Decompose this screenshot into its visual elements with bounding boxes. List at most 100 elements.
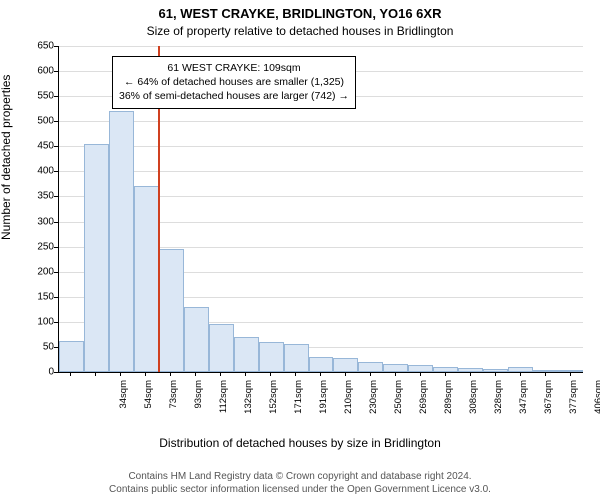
x-tick-mark	[195, 372, 196, 376]
chart-subtitle: Size of property relative to detached ho…	[0, 24, 600, 38]
x-tick-mark	[70, 372, 71, 376]
x-tick-label: 308sqm	[468, 380, 479, 430]
y-tick-mark	[54, 222, 58, 223]
histogram-bar	[284, 344, 309, 372]
annotation-line3: 36% of semi-detached houses are larger (…	[119, 89, 349, 103]
y-tick-mark	[54, 171, 58, 172]
x-tick-label: 152sqm	[268, 380, 279, 430]
footer-line1: Contains HM Land Registry data © Crown c…	[0, 470, 600, 483]
y-tick-mark	[54, 71, 58, 72]
x-tick-mark	[545, 372, 546, 376]
x-tick-mark	[320, 372, 321, 376]
histogram-bar	[558, 370, 583, 372]
x-tick-mark	[470, 372, 471, 376]
histogram-bar	[84, 144, 109, 372]
x-tick-label: 191sqm	[318, 380, 329, 430]
histogram-bar	[533, 370, 558, 373]
y-tick-label: 250	[14, 241, 54, 252]
chart-page: 61, WEST CRAYKE, BRIDLINGTON, YO16 6XR S…	[0, 0, 600, 500]
y-tick-mark	[54, 272, 58, 273]
x-tick-mark	[570, 372, 571, 376]
y-tick-label: 300	[14, 216, 54, 227]
x-tick-label: 73sqm	[168, 380, 179, 430]
x-tick-mark	[170, 372, 171, 376]
x-tick-mark	[395, 372, 396, 376]
x-tick-mark	[120, 372, 121, 376]
annotation-line1: 61 WEST CRAYKE: 109sqm	[119, 61, 349, 75]
x-tick-mark	[345, 372, 346, 376]
histogram-bar	[234, 337, 259, 372]
x-tick-label: 328sqm	[493, 380, 504, 430]
x-tick-mark	[145, 372, 146, 376]
histogram-bar	[309, 357, 334, 372]
footer: Contains HM Land Registry data © Crown c…	[0, 470, 600, 496]
y-tick-mark	[54, 322, 58, 323]
y-tick-label: 550	[14, 91, 54, 102]
x-tick-label: 112sqm	[218, 380, 229, 430]
y-tick-label: 200	[14, 266, 54, 277]
footer-line2: Contains public sector information licen…	[0, 483, 600, 496]
x-tick-label: 347sqm	[518, 380, 529, 430]
y-tick-label: 150	[14, 291, 54, 302]
x-tick-label: 289sqm	[443, 380, 454, 430]
x-tick-label: 171sqm	[293, 380, 304, 430]
y-tick-mark	[54, 46, 58, 47]
y-tick-mark	[54, 297, 58, 298]
x-tick-mark	[445, 372, 446, 376]
x-tick-label: 230sqm	[368, 380, 379, 430]
histogram-bar	[333, 358, 358, 372]
y-tick-label: 400	[14, 166, 54, 177]
histogram-bar	[259, 342, 284, 372]
chart-title: 61, WEST CRAYKE, BRIDLINGTON, YO16 6XR	[0, 6, 600, 21]
y-tick-mark	[54, 96, 58, 97]
x-tick-label: 367sqm	[543, 380, 554, 430]
annotation-box: 61 WEST CRAYKE: 109sqm ← 64% of detached…	[112, 56, 356, 109]
x-tick-mark	[420, 372, 421, 376]
y-tick-label: 450	[14, 141, 54, 152]
x-tick-label: 34sqm	[118, 380, 129, 430]
x-axis-label: Distribution of detached houses by size …	[0, 436, 600, 450]
x-tick-mark	[220, 372, 221, 376]
x-tick-mark	[95, 372, 96, 376]
histogram-bar	[508, 367, 533, 372]
y-tick-label: 50	[14, 341, 54, 352]
histogram-bar	[358, 362, 383, 372]
y-tick-mark	[54, 121, 58, 122]
x-tick-mark	[245, 372, 246, 376]
y-tick-mark	[54, 372, 58, 373]
histogram-bar	[184, 307, 209, 372]
x-tick-mark	[270, 372, 271, 376]
x-tick-label: 406sqm	[593, 380, 600, 430]
annotation-line2: ← 64% of detached houses are smaller (1,…	[119, 75, 349, 89]
x-tick-label: 93sqm	[193, 380, 204, 430]
histogram-bar	[408, 365, 433, 372]
x-tick-label: 269sqm	[418, 380, 429, 430]
histogram-bar	[458, 368, 483, 372]
x-tick-mark	[495, 372, 496, 376]
y-tick-mark	[54, 196, 58, 197]
x-tick-label: 377sqm	[568, 380, 579, 430]
x-tick-mark	[520, 372, 521, 376]
x-tick-label: 132sqm	[243, 380, 254, 430]
histogram-bar	[134, 186, 159, 372]
histogram-bar	[209, 324, 234, 372]
histogram-bar	[59, 341, 84, 372]
y-tick-label: 350	[14, 191, 54, 202]
x-tick-mark	[370, 372, 371, 376]
y-tick-label: 0	[14, 367, 54, 378]
y-tick-label: 600	[14, 66, 54, 77]
y-tick-label: 100	[14, 316, 54, 327]
histogram-bar	[383, 364, 408, 372]
y-tick-mark	[54, 146, 58, 147]
y-tick-label: 650	[14, 41, 54, 52]
x-tick-mark	[295, 372, 296, 376]
y-tick-mark	[54, 247, 58, 248]
y-tick-mark	[54, 347, 58, 348]
histogram-bar	[159, 249, 184, 372]
x-tick-label: 54sqm	[143, 380, 154, 430]
histogram-bar	[483, 369, 508, 372]
y-tick-label: 500	[14, 116, 54, 127]
histogram-bar	[109, 111, 134, 372]
x-tick-label: 210sqm	[343, 380, 354, 430]
histogram-bar	[433, 367, 458, 372]
